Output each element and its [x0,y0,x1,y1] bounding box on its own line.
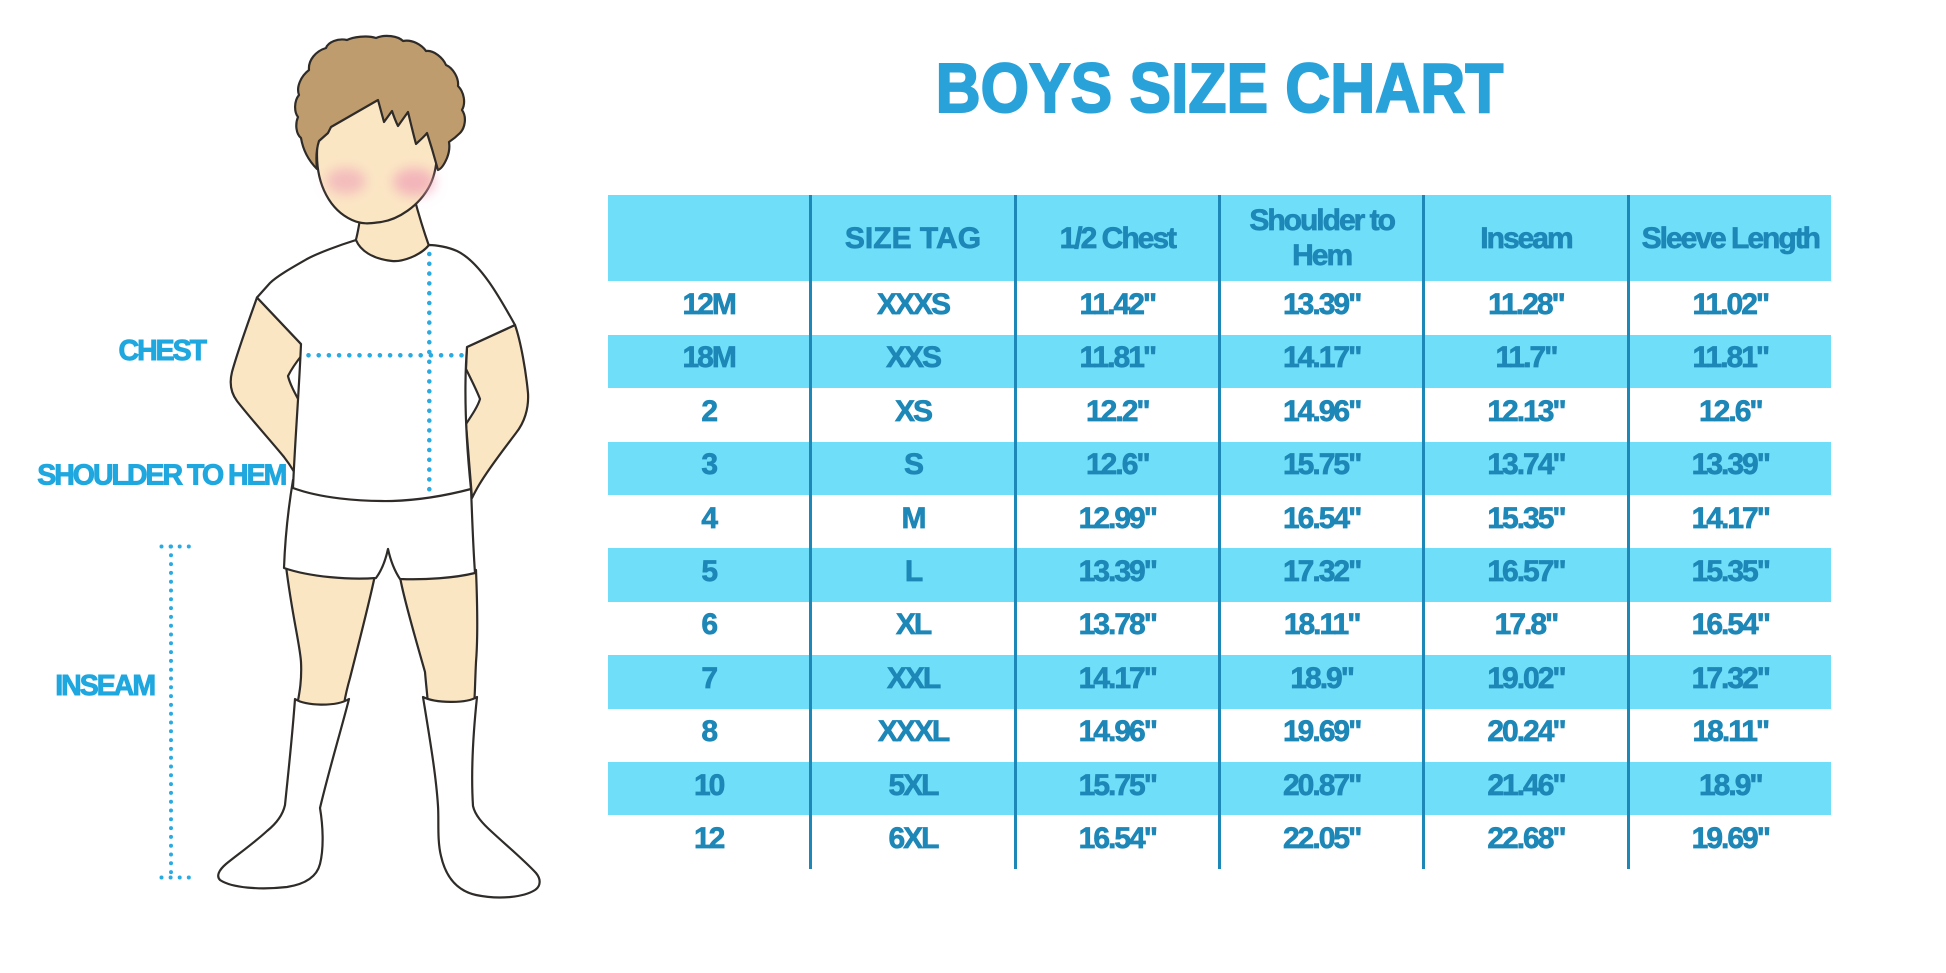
svg-text:CHEST: CHEST [119,335,208,367]
svg-text:INSEAM: INSEAM [55,670,154,702]
svg-text:SHOULDER TO HEM: SHOULDER TO HEM [37,460,285,492]
